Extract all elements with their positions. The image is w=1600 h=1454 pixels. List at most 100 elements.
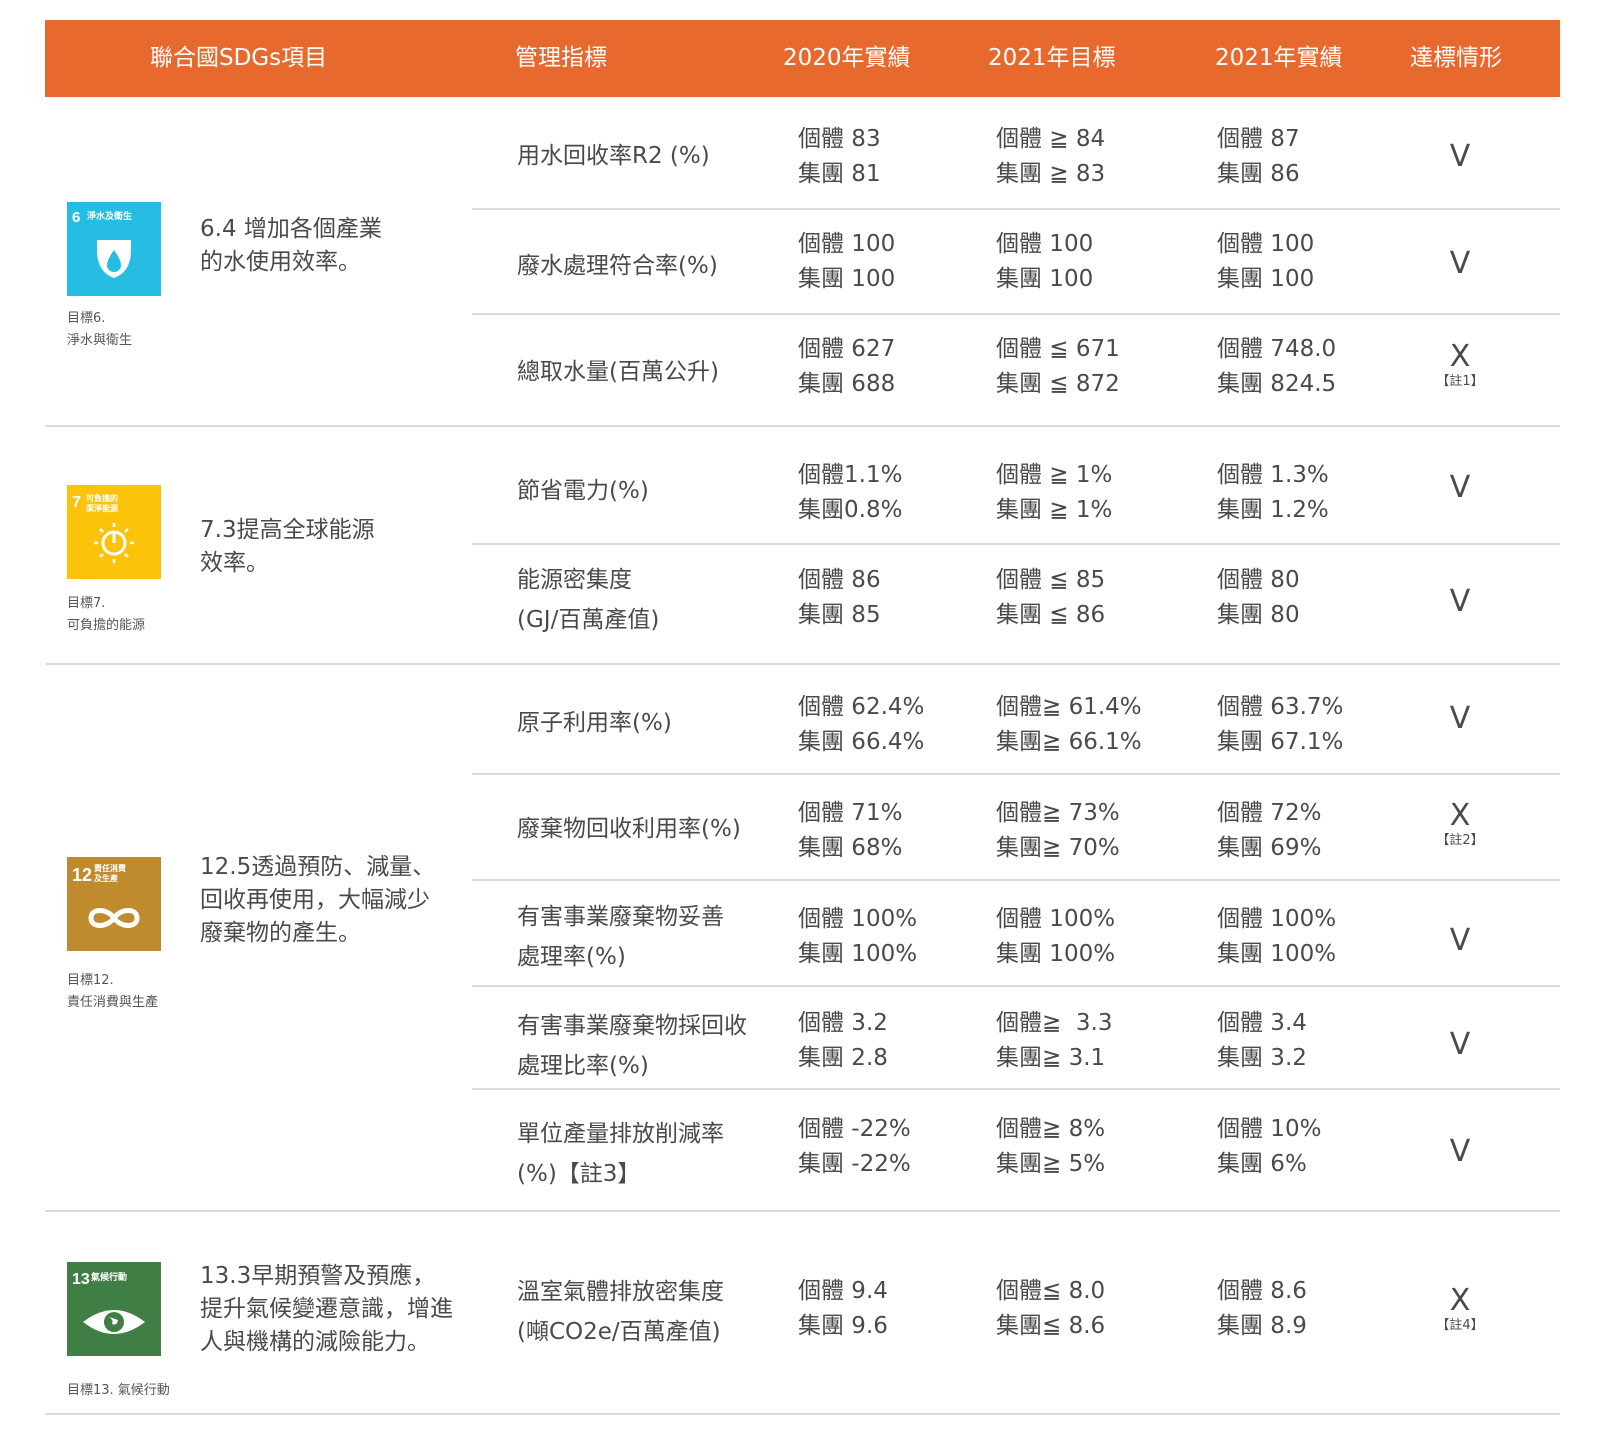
status-cell: X 【註2】 xyxy=(1415,800,1505,850)
row-divider xyxy=(472,879,1560,881)
row-divider xyxy=(472,208,1560,210)
target-2021: 個體≧ 3.3 集團≧ 3.1 xyxy=(996,1010,1113,1071)
value-2020: 個體 100 集團 100 xyxy=(798,231,896,292)
indicator-name: 能源密集度 (GJ/百萬產值) xyxy=(517,567,660,633)
indicator-name: 有害事業廢棄物採回收 處理比率(%) xyxy=(517,1013,747,1079)
sdg-target-text: 12.5透過預防、減量、 回收再使用，大幅減少 廢棄物的產生。 xyxy=(200,854,436,946)
svg-text:可負擔的: 可負擔的 xyxy=(86,493,118,503)
sdg7-sun-power-icon: 7 可負擔的 潔淨能源 xyxy=(67,485,161,579)
target-2021: 個體 ≧ 1% 集團 ≧ 1% xyxy=(996,462,1113,523)
goal-label: 目標7. 可負擔的能源 xyxy=(67,596,146,633)
row-divider xyxy=(472,773,1560,775)
sdg-target-text: 6.4 增加各個產業 的水使用效率。 xyxy=(200,216,382,275)
status-cell: V xyxy=(1415,472,1505,504)
svg-text:責任消費: 責任消費 xyxy=(94,863,126,873)
goal-label: 目標13. 氣候行動 xyxy=(67,1383,170,1398)
header-status: 達標情形 xyxy=(1410,45,1502,71)
target-2021: 個體 100% 集團 100% xyxy=(996,906,1116,967)
row-divider xyxy=(472,313,1560,315)
svg-text:及生產: 及生產 xyxy=(94,873,118,883)
target-2021: 個體≦ 8.0 集團≦ 8.6 xyxy=(996,1278,1106,1339)
actual-2021: 個體 63.7% 集團 67.1% xyxy=(1217,694,1344,755)
indicator-name: 用水回收率R2 (%) xyxy=(517,143,710,169)
svg-text:6: 6 xyxy=(72,209,80,226)
actual-2021: 個體 1.3% 集團 1.2% xyxy=(1217,462,1329,523)
status-mark: V xyxy=(1449,1134,1471,1169)
value-2020: 個體 71% 集團 68% xyxy=(798,800,903,861)
status-mark: V xyxy=(1449,701,1471,736)
svg-text:12: 12 xyxy=(72,865,92,885)
target-2021: 個體 ≧ 84 集團 ≧ 83 xyxy=(996,126,1106,187)
status-mark: X xyxy=(1449,798,1471,833)
group-divider xyxy=(45,663,1560,665)
value-2020: 個體 62.4% 集團 66.4% xyxy=(798,694,925,755)
indicator-name: 原子利用率(%) xyxy=(517,710,672,736)
group-divider xyxy=(45,1210,1560,1212)
status-cell: V xyxy=(1415,586,1505,618)
svg-text:7: 7 xyxy=(72,494,81,511)
target-2021: 個體≧ 73% 集團≧ 70% xyxy=(996,800,1120,861)
status-cell: X 【註4】 xyxy=(1415,1285,1505,1335)
status-cell: V xyxy=(1415,1029,1505,1061)
status-cell: V xyxy=(1415,248,1505,280)
svg-text:13: 13 xyxy=(72,1271,90,1288)
actual-2021: 個體 10% 集團 6% xyxy=(1217,1116,1322,1177)
status-mark: V xyxy=(1449,584,1471,619)
indicator-name: 單位產量排放削減率 (%)【註3】 xyxy=(517,1121,724,1187)
table-header: 聯合國SDGs項目 管理指標 2020年實績 2021年目標 2021年實績 達… xyxy=(45,20,1560,97)
status-cell: X 【註1】 xyxy=(1415,341,1505,391)
svg-text:潔淨能源: 潔淨能源 xyxy=(86,503,118,513)
status-cell: V xyxy=(1415,925,1505,957)
actual-2021: 個體 80 集團 80 xyxy=(1217,567,1300,628)
sdg13-eye-globe-icon: 13 氣候行動 xyxy=(67,1262,161,1356)
status-mark: X xyxy=(1449,1283,1471,1318)
value-2020: 個體 9.4 集團 9.6 xyxy=(798,1278,888,1339)
status-mark: X xyxy=(1449,339,1471,374)
sdg12-infinity-icon: 12 責任消費 及生產 xyxy=(67,857,161,951)
row-divider xyxy=(472,543,1560,545)
actual-2021: 個體 72% 集團 69% xyxy=(1217,800,1322,861)
value-2020: 個體 83 集團 81 xyxy=(798,126,881,187)
status-cell: V xyxy=(1415,1136,1505,1168)
sdg-target-text: 7.3提高全球能源 效率。 xyxy=(200,517,375,576)
value-2020: 個體1.1% 集團0.8% xyxy=(798,462,903,523)
value-2020: 個體 3.2 集團 2.8 xyxy=(798,1010,888,1071)
header-indicator: 管理指標 xyxy=(515,45,607,71)
goal-label: 目標6. 淨水與衛生 xyxy=(67,311,133,348)
value-2020: 個體 100% 集團 100% xyxy=(798,906,918,967)
target-2021: 個體≧ 61.4% 集團≧ 66.1% xyxy=(996,694,1142,755)
target-2021: 個體 ≦ 85 集團 ≦ 86 xyxy=(996,567,1106,628)
value-2020: 個體 -22% 集團 -22% xyxy=(798,1116,911,1177)
table-bottom-divider xyxy=(45,1413,1560,1415)
status-note: 【註1】 xyxy=(1436,374,1484,389)
actual-2021: 個體 8.6 集團 8.9 xyxy=(1217,1278,1307,1339)
actual-2021: 個體 3.4 集團 3.2 xyxy=(1217,1010,1307,1071)
target-2021: 個體≧ 8% 集團≧ 5% xyxy=(996,1116,1106,1177)
header-2020: 2020年實績 xyxy=(783,45,911,71)
actual-2021: 個體 100% 集團 100% xyxy=(1217,906,1337,967)
value-2020: 個體 86 集團 85 xyxy=(798,567,881,628)
indicator-name: 有害事業廢棄物妥善 處理率(%) xyxy=(517,904,724,970)
header-2021-actual: 2021年實績 xyxy=(1215,45,1343,71)
sdg6-water-drop-icon: 6 淨水及衛生 xyxy=(67,202,161,296)
sdg-target-text: 13.3早期預警及預應， 提升氣候變遷意識，增進 人與機構的減險能力。 xyxy=(200,1263,453,1355)
group-divider xyxy=(45,425,1560,427)
target-2021: 個體 100 集團 100 xyxy=(996,231,1094,292)
indicator-name: 節省電力(%) xyxy=(517,478,649,504)
target-2021: 個體 ≦ 671 集團 ≦ 872 xyxy=(996,336,1120,397)
svg-text:淨水及衛生: 淨水及衛生 xyxy=(86,210,132,222)
status-mark: V xyxy=(1449,470,1471,505)
indicator-name: 溫室氣體排放密集度 (噸CO2e/百萬產值) xyxy=(517,1279,724,1345)
goal-label: 目標12. 責任消費與生產 xyxy=(67,973,159,1010)
row-divider xyxy=(472,985,1560,987)
status-cell: V xyxy=(1415,703,1505,735)
status-note: 【註2】 xyxy=(1436,833,1484,848)
indicator-name: 廢棄物回收利用率(%) xyxy=(517,816,741,842)
status-mark: V xyxy=(1449,246,1471,281)
header-sdg: 聯合國SDGs項目 xyxy=(150,45,328,71)
actual-2021: 個體 100 集團 100 xyxy=(1217,231,1315,292)
status-cell: V xyxy=(1415,141,1505,173)
svg-text:氣候行動: 氣候行動 xyxy=(91,1271,127,1283)
status-note: 【註4】 xyxy=(1436,1318,1484,1333)
actual-2021: 個體 748.0 集團 824.5 xyxy=(1217,336,1337,397)
